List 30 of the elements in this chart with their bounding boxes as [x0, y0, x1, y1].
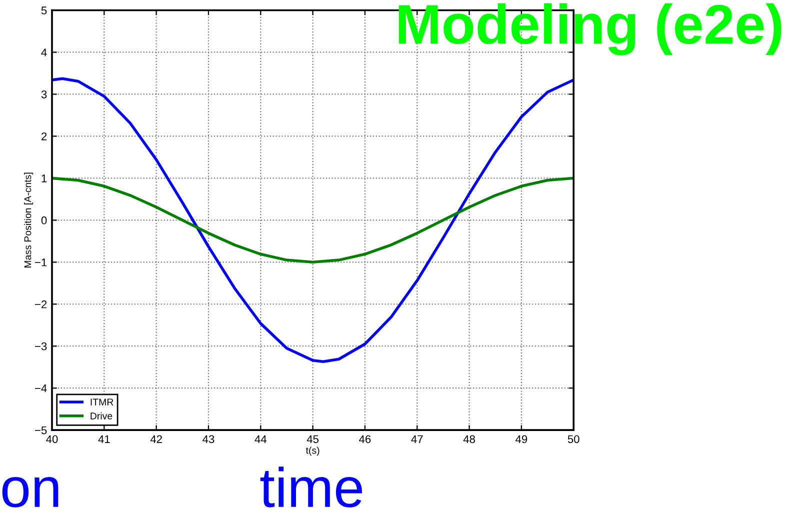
x-tick-label: 40	[46, 435, 58, 444]
text: time	[260, 466, 362, 508]
y-tick-label: 0	[41, 216, 47, 224]
y-tick-label: 4	[41, 48, 47, 56]
x-tick-label: 46	[359, 435, 371, 444]
y-tick-label: 3	[41, 90, 47, 98]
x-tick-label: 45	[306, 435, 319, 444]
legend-label: Drive	[90, 412, 112, 420]
line-series	[52, 176, 574, 264]
y-tick-label: −4	[35, 384, 47, 392]
x-tick-label: 47	[411, 435, 423, 443]
y-tick-label: 5	[41, 6, 47, 14]
x-axis-title: t(s)	[306, 446, 320, 456]
line-series	[52, 77, 574, 364]
x-tick-label: 42	[150, 435, 162, 443]
x-tick-label: 44	[254, 435, 266, 443]
text: on	[2, 476, 58, 508]
y-tick-label: 1	[42, 174, 47, 182]
y-tick-label: −5	[35, 426, 47, 434]
x-tick-label: 48	[463, 435, 475, 444]
x-tick-label: 50	[568, 435, 580, 444]
x-tick-label: 43	[202, 435, 214, 444]
y-tick-label: −3	[35, 342, 47, 350]
y-tick-label: −2	[35, 300, 47, 308]
y-axis-title: Mass Position [A-cnts]	[24, 172, 34, 268]
x-tick-label: 41	[98, 435, 110, 443]
x-tick-label: 49	[516, 435, 528, 444]
y-tick-label: −1	[35, 258, 47, 266]
legend-label: ITMR	[90, 398, 114, 406]
y-tick-label: 2	[42, 132, 47, 140]
